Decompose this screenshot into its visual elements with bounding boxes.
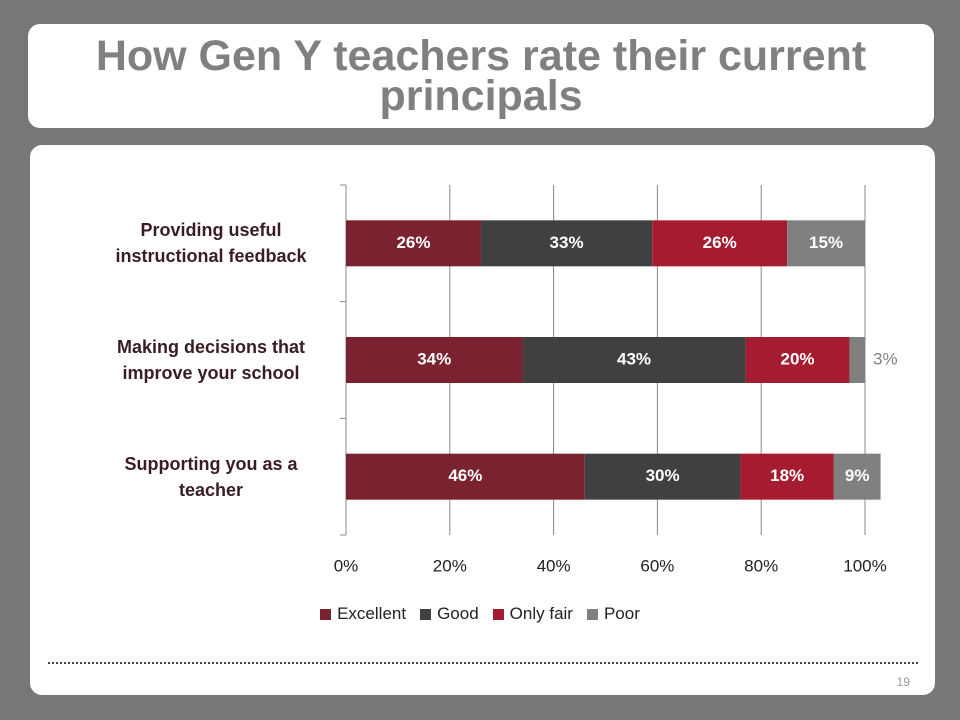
bar-segment [346, 220, 481, 267]
legend-label: Poor [603, 604, 640, 623]
page-number: 19 [896, 675, 910, 689]
legend-swatch [492, 608, 504, 620]
data-label: 26% [703, 233, 737, 252]
x-tick-label: 20% [433, 556, 467, 575]
data-label: 46% [448, 466, 482, 485]
legend: Excellent Good Only fair Poor [0, 604, 960, 624]
data-label: 3% [873, 349, 898, 368]
legend-swatch [586, 608, 598, 620]
data-label: 30% [646, 466, 680, 485]
x-tick-label: 40% [537, 556, 571, 575]
data-label: 20% [781, 349, 815, 368]
x-tick-label: 0% [334, 556, 359, 575]
bar-segment [745, 337, 850, 383]
data-label: 9% [845, 466, 870, 485]
legend-label: Only fair [509, 604, 573, 623]
x-tick-label: 80% [744, 556, 778, 575]
y-tick-label: Supporting you as a teacher [124, 453, 298, 500]
bar-segment [480, 220, 653, 267]
bar-segment [522, 337, 746, 383]
bar-segment [740, 453, 834, 500]
bar-segment [584, 453, 741, 500]
bar-segment [346, 337, 523, 383]
bar-segment [652, 220, 788, 267]
bar-segment [849, 337, 865, 383]
legend-item: Only fair [492, 604, 573, 624]
legend-item: Good [420, 604, 479, 624]
data-label: 15% [809, 233, 843, 252]
bar-segment [833, 453, 881, 500]
legend-swatch [420, 608, 432, 620]
bar-segment [346, 453, 585, 500]
data-label: 34% [417, 349, 451, 368]
chart-title: How Gen Y teachers rate their current pr… [95, 32, 867, 120]
x-tick-label: 100% [843, 556, 886, 575]
data-label: 26% [396, 233, 430, 252]
y-tick-label: Making decisions that improve your schoo… [116, 337, 306, 383]
data-label: 43% [617, 349, 651, 368]
legend-label: Excellent [337, 604, 407, 623]
legend-label: Good [437, 604, 479, 623]
data-label: 18% [770, 466, 804, 485]
data-label: 33% [550, 233, 584, 252]
legend-item: Excellent [320, 604, 406, 624]
y-tick-label: Providing useful instructional feedback [115, 220, 307, 267]
bar-segment [787, 220, 865, 267]
legend-swatch [320, 608, 332, 620]
x-tick-label: 60% [640, 556, 674, 575]
title-panel [28, 24, 934, 128]
legend-item: Poor [586, 604, 640, 624]
